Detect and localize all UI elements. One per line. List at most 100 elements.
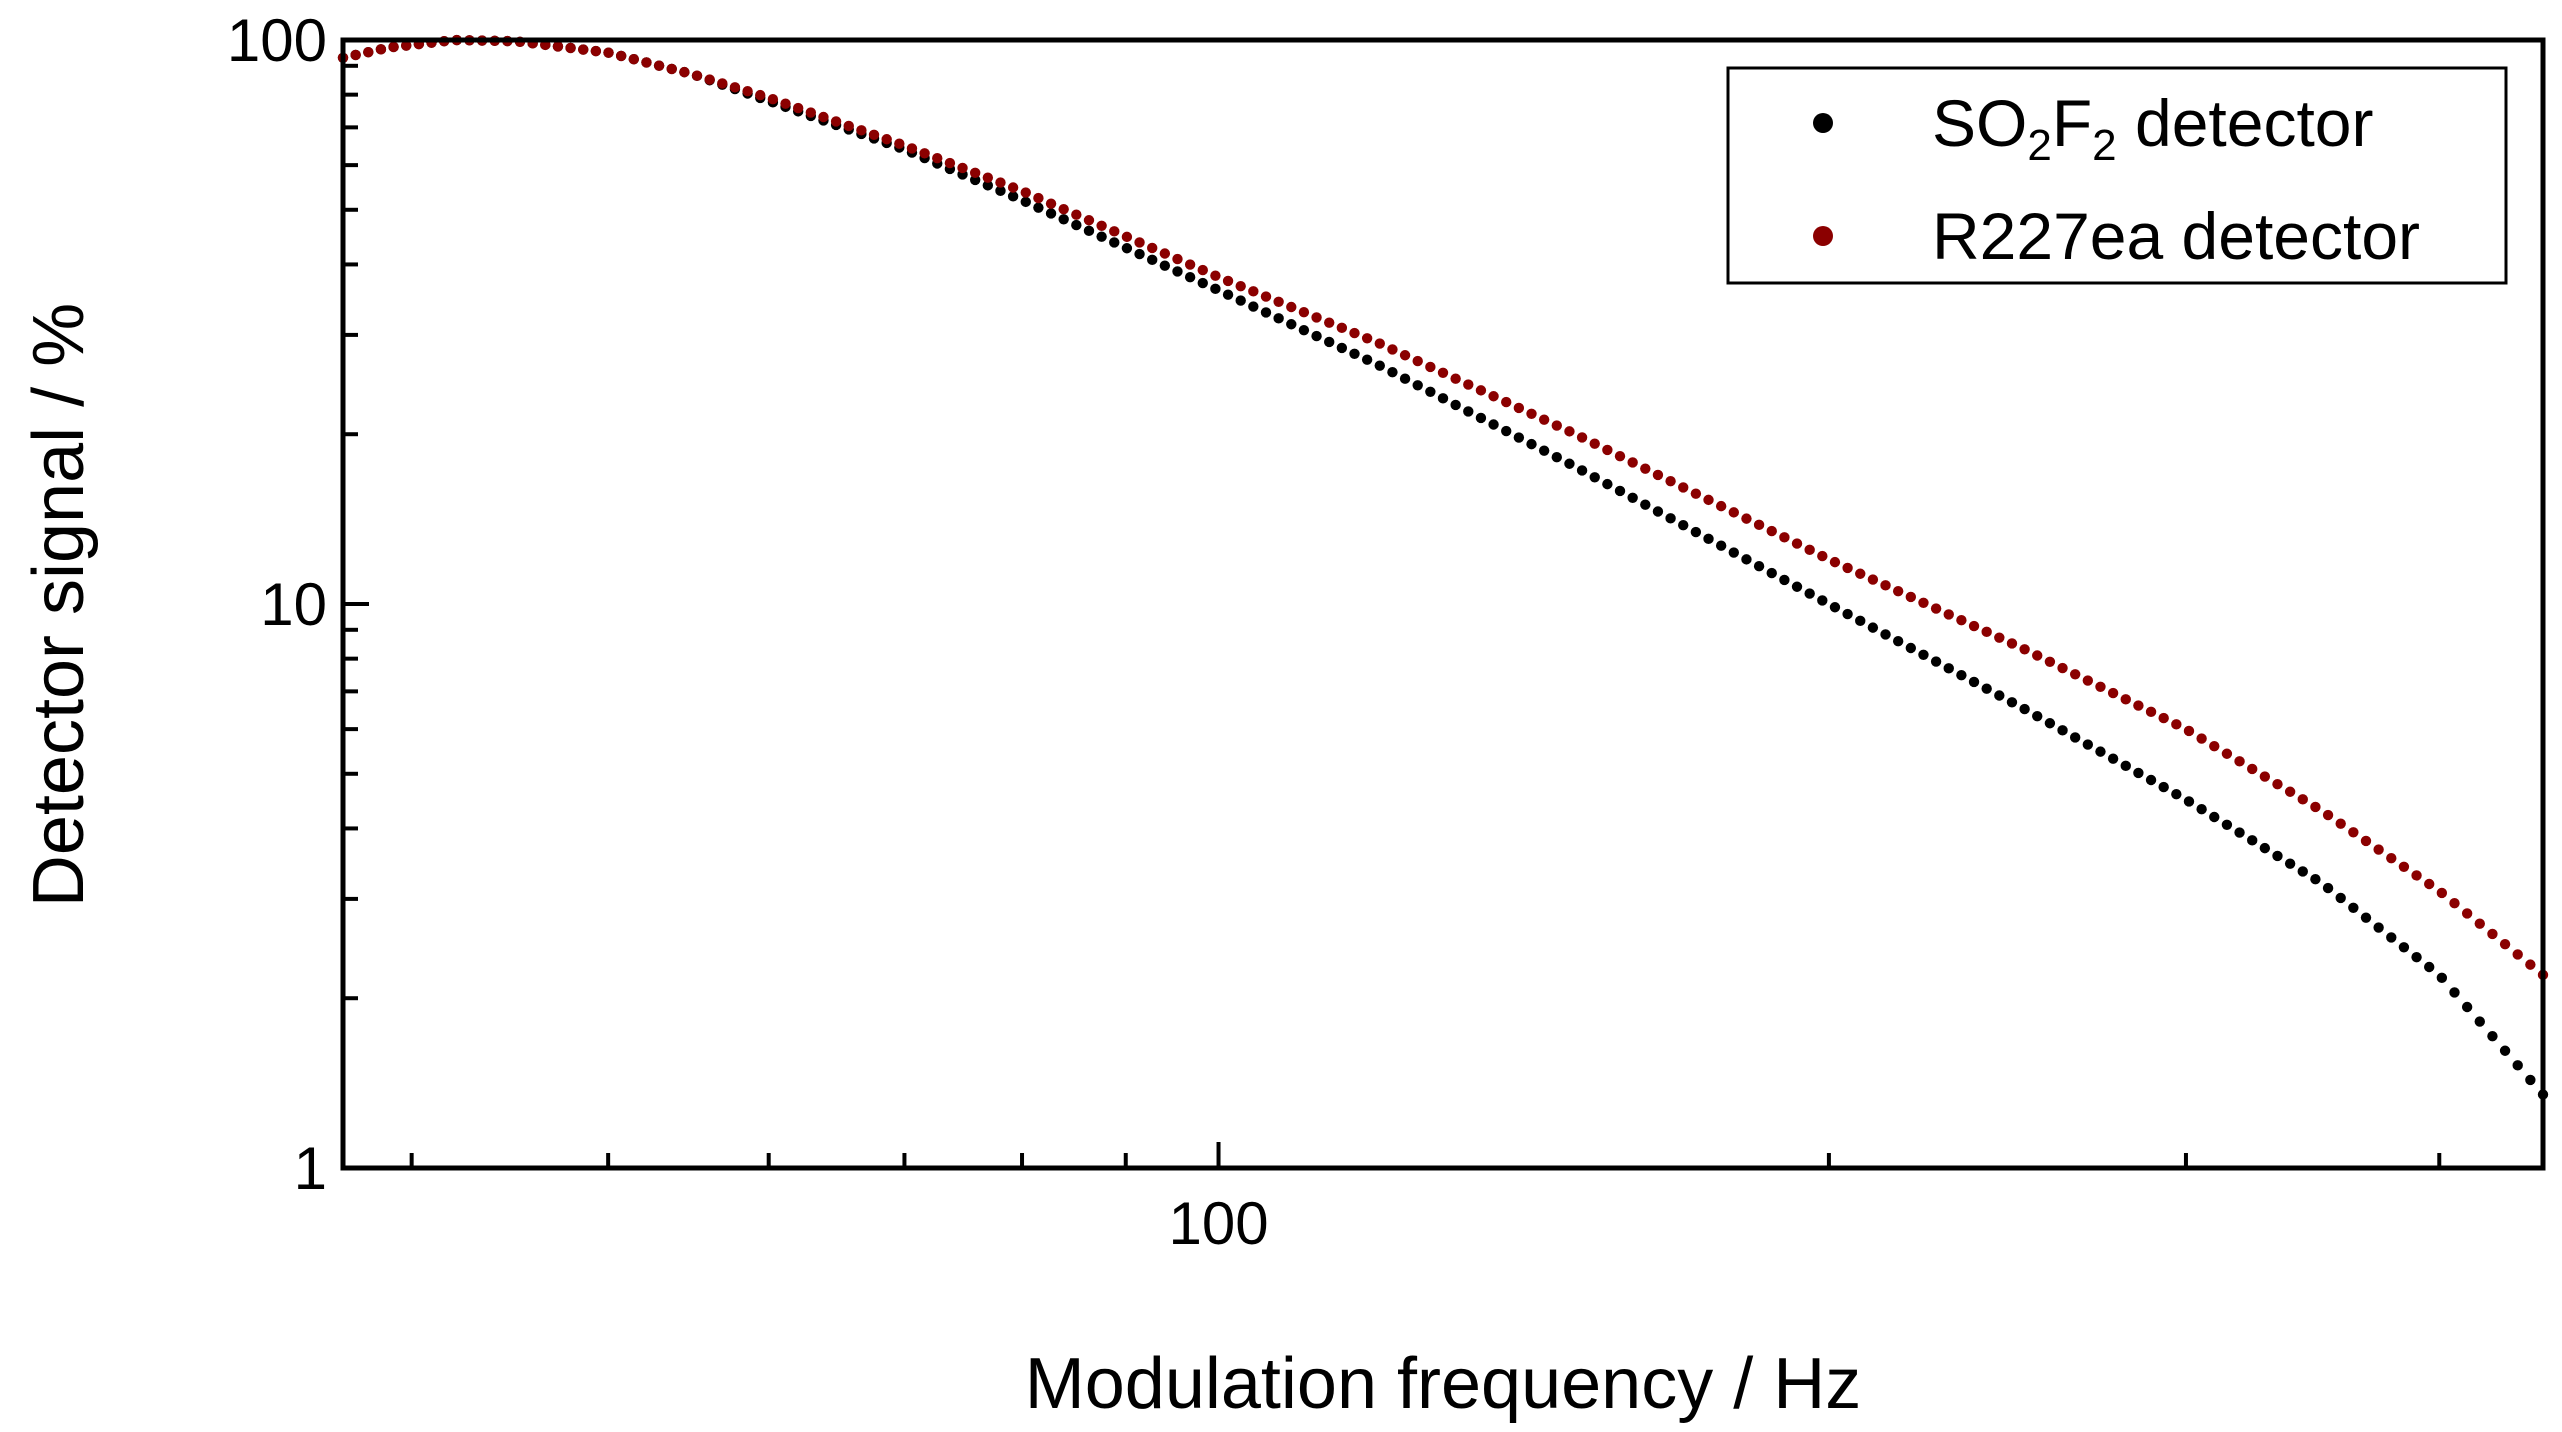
y-tick-label: 100 [227,7,327,74]
data-point [2196,804,2207,815]
legend-label-r227ea: R227ea detector [1932,199,2420,273]
data-point [2057,725,2068,736]
data-point [1147,254,1158,266]
data-point [2145,774,2157,786]
data-point [982,180,994,191]
data-point [1930,603,1942,614]
y-tick-label: 1 [294,1135,327,1202]
data-point [1096,231,1107,242]
data-point [2272,850,2283,862]
data-point [2247,835,2258,846]
data-point [1779,574,1790,586]
data-point [2069,669,2081,680]
data-point [1652,469,1664,481]
data-point [2006,697,2018,708]
data-point [2133,700,2144,711]
data-point [2424,961,2435,973]
data-point [1273,296,1284,307]
data-point [1096,220,1107,231]
data-point [2474,1016,2485,1027]
data-point [1564,426,1575,437]
data-point [1779,532,1790,543]
data-point [2386,852,2397,864]
data-point [1614,450,1626,462]
data-point [881,134,892,145]
data-point [1134,237,1145,248]
data-point [1513,402,1525,414]
legend: SO2F2 detector R227ea detector [1726,66,2508,285]
data-point [1892,585,1904,597]
data-point [1083,225,1095,237]
data-point [666,63,677,75]
data-point [2133,767,2144,779]
data-point [1943,663,1954,674]
data-point [2032,710,2043,722]
data-point [1602,478,1613,490]
data-point [1918,649,1929,660]
data-point [995,185,1006,197]
data-point [1222,275,1234,287]
data-point [1943,609,1954,620]
data-point [1286,301,1297,313]
data-point [1602,444,1613,456]
data-point [1172,253,1183,265]
legend-label-so2f2-so: SO [1932,86,2027,160]
y-axis-title: Detector signal / % [19,303,99,907]
legend-label-so2f2-sub1: 2 [2027,121,2051,170]
data-point [1210,270,1221,281]
data-point [1766,567,1777,579]
data-point [957,162,968,174]
data-point [1488,419,1499,430]
data-point [1703,533,1714,545]
data-point [1045,208,1057,219]
data-point [1829,556,1841,568]
data-point [1184,272,1196,283]
data-point [2411,870,2422,881]
data-point [2120,760,2131,772]
data-point [2310,874,2321,885]
data-point [1286,319,1297,330]
data-point [1374,360,1385,371]
legend-label-so2f2-f: F [2052,86,2092,160]
data-point [603,47,614,58]
data-point [2183,725,2195,737]
data-point [2006,638,2018,649]
data-point [1627,492,1638,504]
data-point [2411,951,2422,963]
data-point [944,157,956,169]
data-point [2032,650,2043,661]
data-point [2335,892,2346,904]
data-point [1159,260,1171,271]
data-point [590,45,602,57]
data-point [401,40,412,51]
data-point [2196,733,2207,744]
data-point [1361,354,1373,365]
data-point [2145,706,2157,718]
data-point [1905,642,1917,654]
data-point [2171,719,2182,730]
data-point [2461,908,2473,919]
data-point [2107,687,2119,699]
data-point [363,46,374,58]
data-point [2322,882,2334,894]
data-point [1678,482,1689,493]
data-point [792,102,804,114]
data-point [1551,452,1562,463]
data-point [1640,499,1651,510]
data-point [1589,438,1600,449]
data-point [1475,385,1487,396]
data-point [1753,519,1765,531]
data-point [2057,662,2068,674]
data-point [906,143,918,154]
data-point [1033,202,1044,213]
data-point [755,89,766,101]
data-point [1222,289,1234,300]
data-point [1817,595,1828,606]
data-point [2259,771,2271,782]
data-point [1311,330,1322,342]
data-point [1640,463,1651,474]
data-point [1197,277,1208,289]
data-point [2386,932,2397,943]
data-point [1437,367,1449,379]
data-point [1956,615,1967,626]
